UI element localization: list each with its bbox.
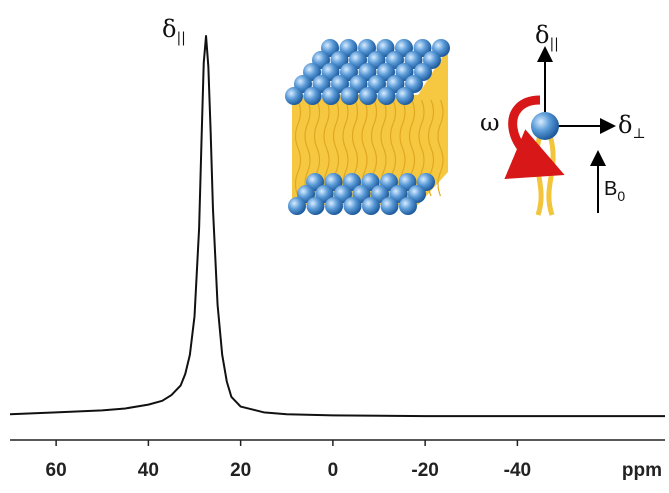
subscript: || <box>549 36 558 52</box>
symbol: δ <box>535 21 549 49</box>
rotation-arrow <box>504 95 565 179</box>
head-group <box>399 197 417 215</box>
lipid-tail <box>534 134 556 216</box>
subscript: 0 <box>617 188 625 204</box>
parallel-label: δ|| <box>535 21 559 53</box>
lipid-molecule-illustration: ω δ|| δ⊥ B0 <box>480 21 646 216</box>
head-group <box>380 197 399 215</box>
tail <box>437 99 444 197</box>
subscript: ⊥ <box>632 126 645 142</box>
head-group <box>359 87 377 105</box>
x-axis-label: ppm <box>622 460 662 481</box>
x-tick-label: -20 <box>411 460 438 481</box>
omega-label: ω <box>480 109 500 137</box>
tail <box>342 99 349 197</box>
tail-region <box>292 48 448 205</box>
symbol: δ <box>162 15 176 43</box>
x-tick-label: 0 <box>328 460 339 481</box>
head-group <box>306 197 325 215</box>
symbol: δ <box>618 111 632 139</box>
tail <box>294 99 302 197</box>
x-tick-label: -40 <box>504 460 531 481</box>
head-group <box>340 87 359 105</box>
head-group <box>303 87 322 105</box>
peak-label: δ|| <box>162 15 186 47</box>
x-tick-label: 60 <box>46 460 67 481</box>
head-group <box>343 197 362 215</box>
head-group <box>288 197 306 215</box>
head-group <box>322 87 340 105</box>
lipid-bilayer-illustration <box>285 39 450 215</box>
head-group <box>377 87 396 105</box>
head-group <box>362 197 380 215</box>
head-group <box>285 87 303 105</box>
head-group <box>325 197 343 215</box>
x-tick-label: 40 <box>138 460 159 481</box>
tail <box>323 99 330 197</box>
x-tick-label: 20 <box>230 460 251 481</box>
field-label: B0 <box>604 178 625 203</box>
tail <box>304 99 311 197</box>
perpendicular-label: δ⊥ <box>618 111 646 143</box>
head-group <box>396 87 414 105</box>
symbol: B <box>604 178 617 200</box>
spectrum-line <box>9 35 665 418</box>
head-group <box>531 112 559 140</box>
subscript: || <box>176 30 185 46</box>
